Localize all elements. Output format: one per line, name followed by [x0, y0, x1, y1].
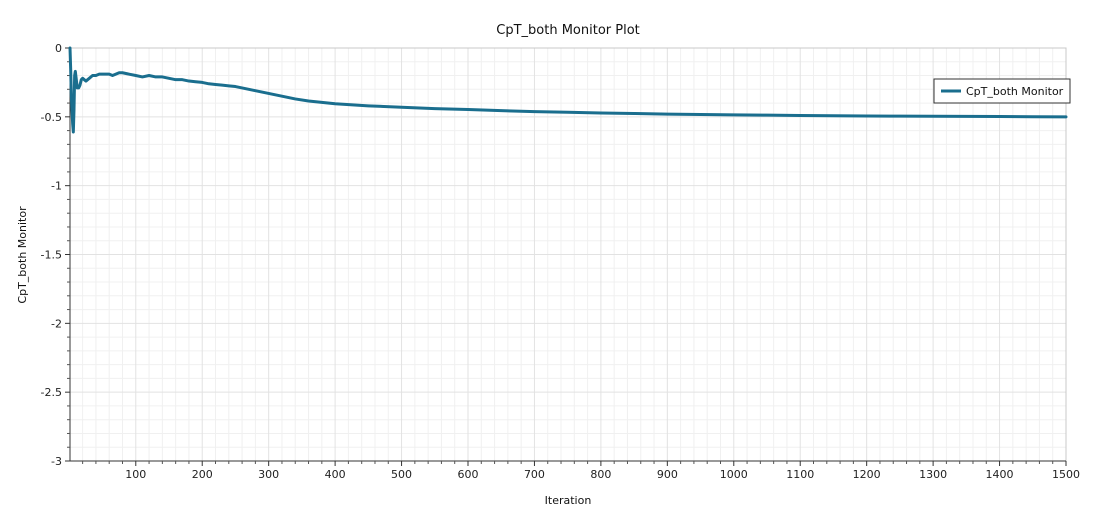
x-axis-ticks: 100 200 300 400 500 600 700 800 900 1000 1100 1200 1… — [82, 461, 1080, 481]
series-layer — [68, 46, 1068, 134]
x-tick-label: 1500 — [1052, 468, 1080, 481]
x-tick-label: 500 — [391, 468, 412, 481]
x-axis-title: Iteration — [545, 494, 592, 507]
x-tick-label: 600 — [458, 468, 479, 481]
x-tick-label: 100 — [125, 468, 146, 481]
x-tick-label: 400 — [325, 468, 346, 481]
chart-title: CpT_both Monitor Plot — [496, 23, 640, 38]
x-tick-label: 1400 — [986, 468, 1014, 481]
x-tick-label: 1100 — [786, 468, 814, 481]
x-tick-label: 800 — [590, 468, 611, 481]
y-axis-ticks: 0 -0.5 -1 -1.5 -2 -2.5 -3 — [41, 42, 70, 468]
y-axis-title: CpT_both Monitor — [16, 206, 29, 304]
x-tick-label: 1200 — [853, 468, 881, 481]
y-tick-label: 0 — [55, 42, 62, 55]
y-tick-label: -0.5 — [41, 111, 62, 124]
y-tick-label: -3 — [51, 455, 62, 468]
x-tick-label: 1000 — [720, 468, 748, 481]
x-tick-label: 300 — [258, 468, 279, 481]
y-tick-label: -2 — [51, 317, 62, 330]
legend-label: CpT_both Monitor — [966, 85, 1064, 98]
x-tick-label: 900 — [657, 468, 678, 481]
y-tick-label: -1 — [51, 180, 62, 193]
x-tick-label: 1300 — [919, 468, 947, 481]
legend: CpT_both Monitor — [933, 78, 1071, 104]
series-line-cpt-both-monitor — [68, 46, 1068, 134]
y-tick-label: -1.5 — [41, 249, 62, 262]
x-tick-label: 200 — [192, 468, 213, 481]
y-tick-label: -2.5 — [41, 386, 62, 399]
x-tick-label: 700 — [524, 468, 545, 481]
